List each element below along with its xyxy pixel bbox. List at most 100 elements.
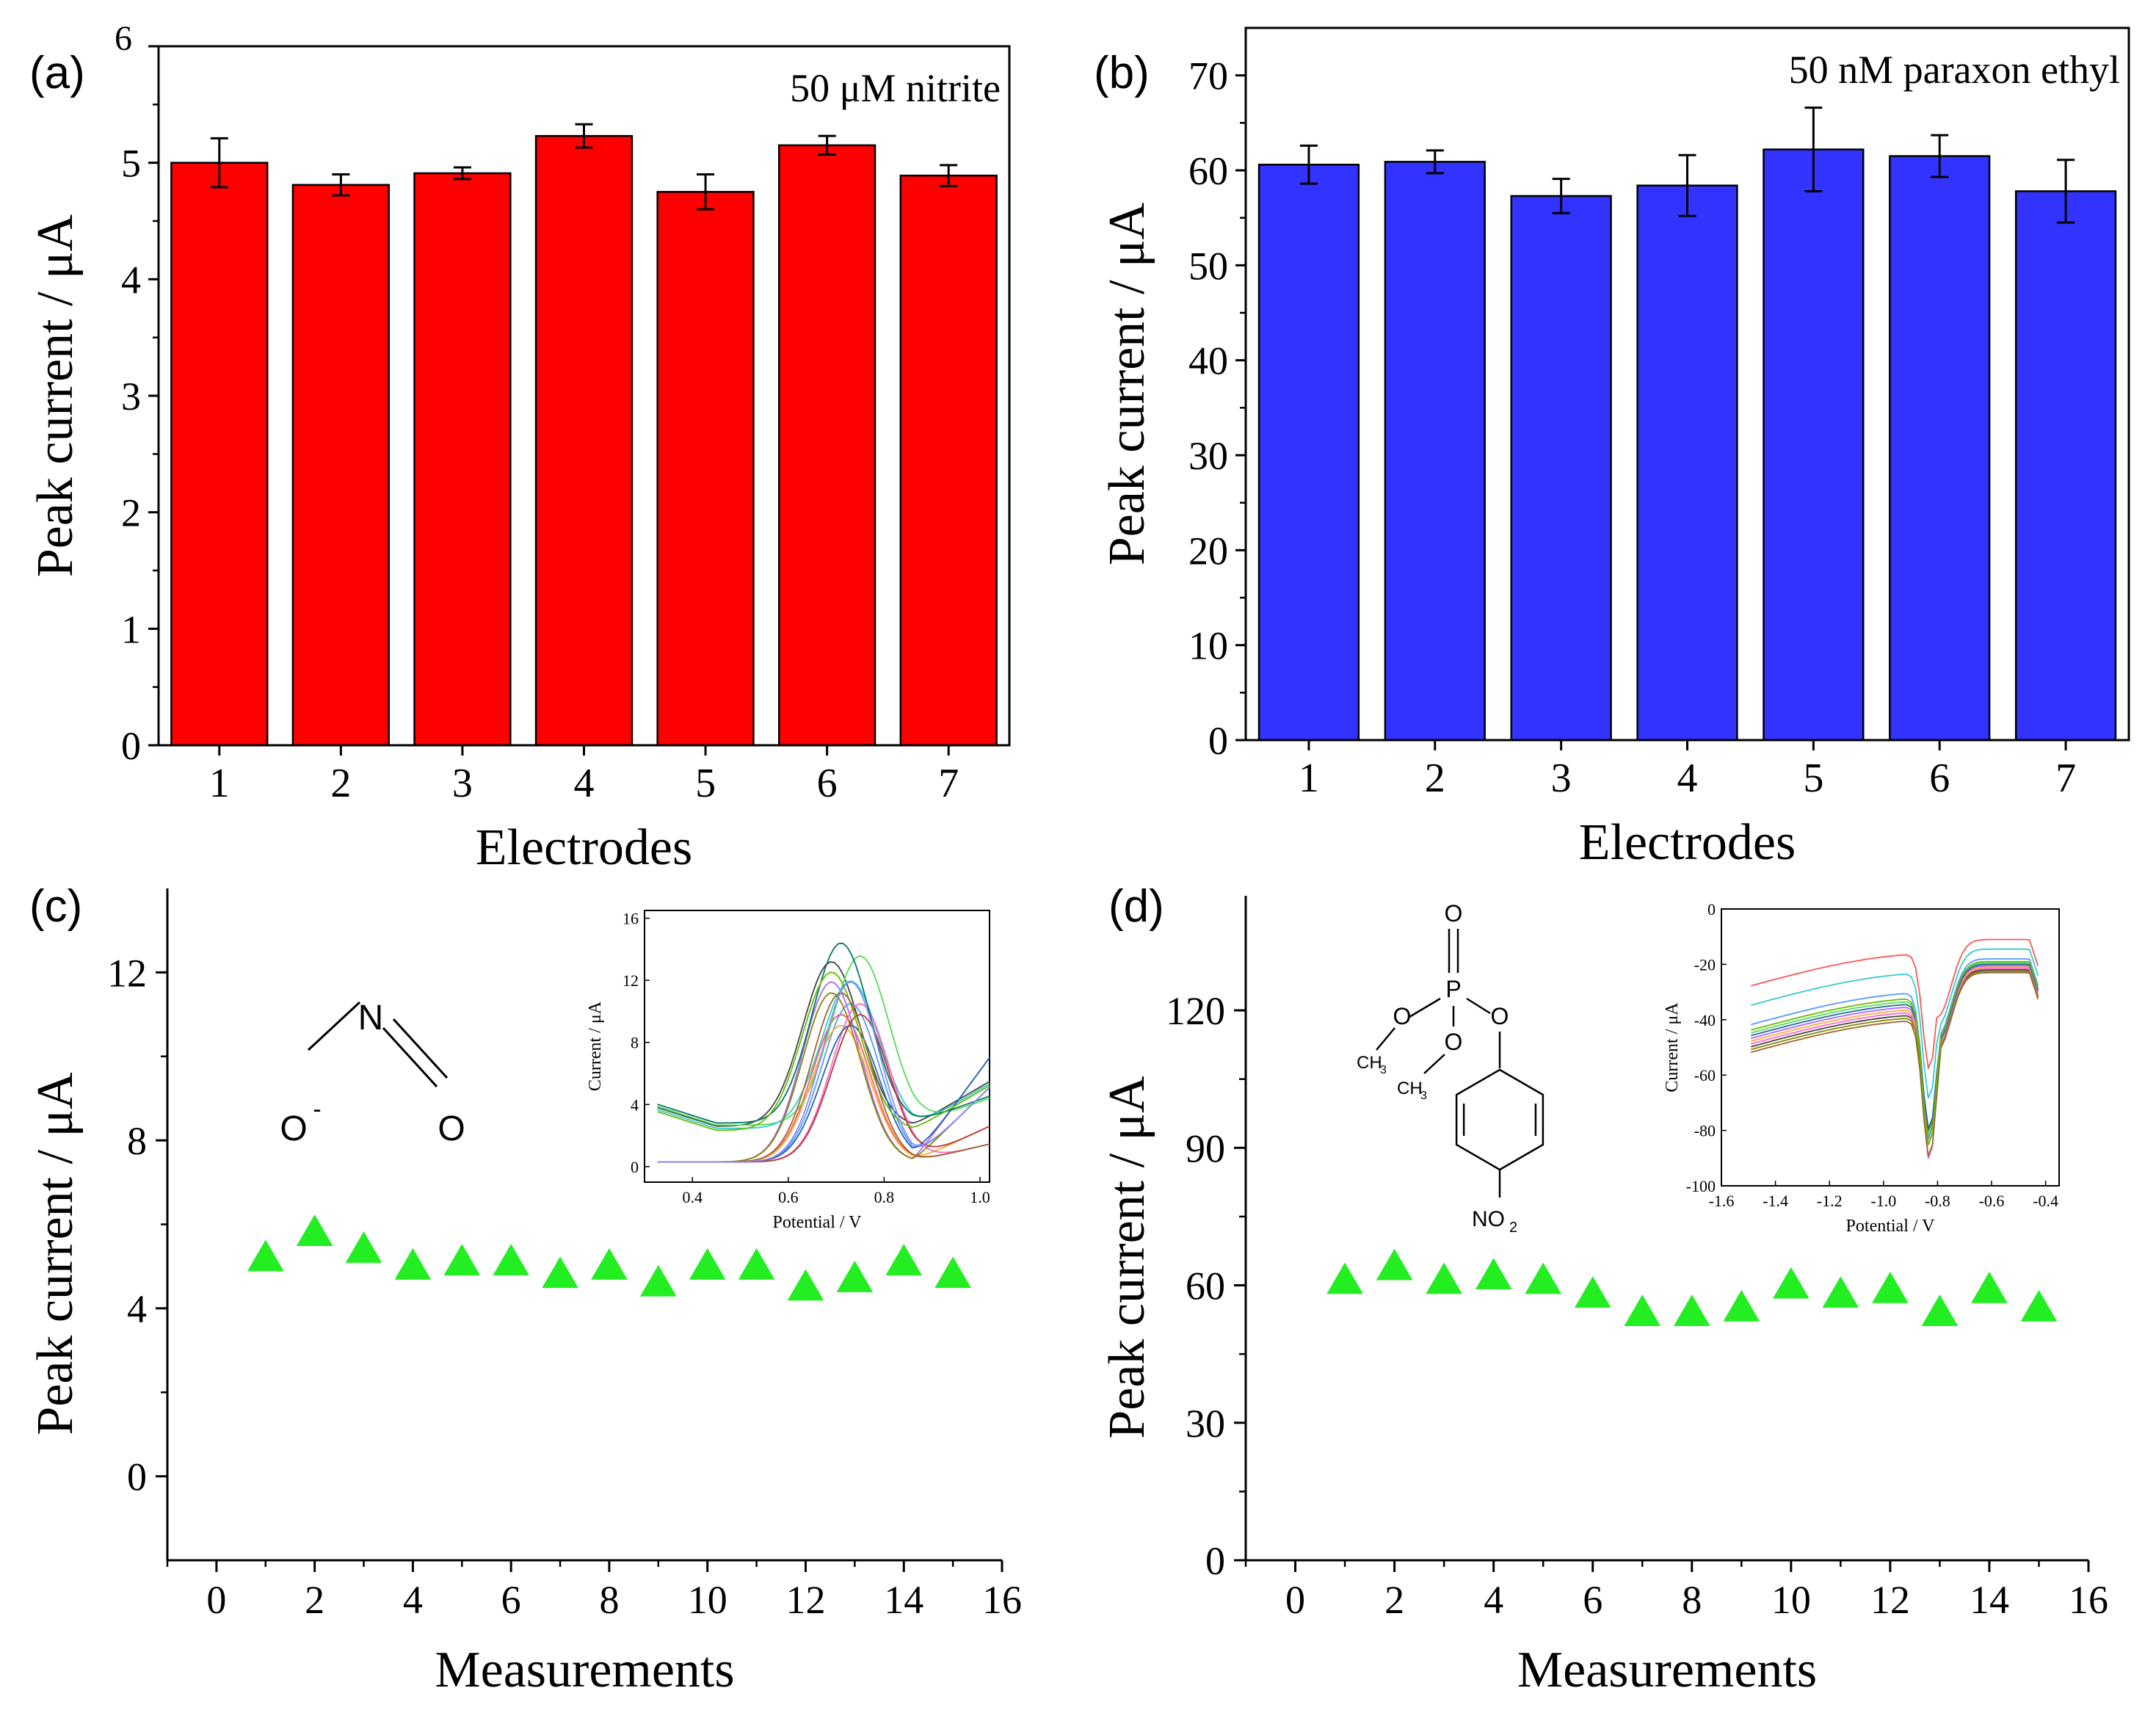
error-bar-7 <box>940 164 958 187</box>
y-tick-label: 4 <box>121 258 141 302</box>
data-point-15 <box>2020 1289 2058 1322</box>
data-point-7 <box>542 1256 578 1289</box>
inset-x-tick-label: -1.4 <box>1763 1192 1788 1210</box>
bond <box>382 1026 438 1088</box>
x-tick-label: 2 <box>1384 1578 1404 1622</box>
inset-series-11 <box>1751 971 2039 1156</box>
panel-d: 0 2 4 6 8 10 12 14 160306090120(d)MeasurementsPe… <box>1099 881 2108 1698</box>
bar-2 <box>1384 161 1486 742</box>
atom-label: O <box>438 1109 465 1148</box>
plot-frame <box>157 45 1011 747</box>
x-tick-label: 0 <box>1285 1578 1305 1622</box>
inset-x-label: Potential / V <box>1846 1217 1936 1236</box>
error-bar-3 <box>453 166 471 181</box>
bar-4 <box>1636 184 1738 742</box>
data-point-5 <box>1525 1262 1561 1294</box>
data-point-12 <box>1872 1271 1909 1303</box>
inset-series-5 <box>1751 969 2039 1131</box>
ch3-label: CH <box>1397 1079 1423 1098</box>
data-point-1 <box>247 1239 284 1272</box>
x-tick-label: 3 <box>452 761 473 806</box>
inset-frame <box>1721 908 2060 1187</box>
data-point-6 <box>1574 1276 1611 1308</box>
y-tick-label: 12 <box>107 951 147 995</box>
data-point-9 <box>640 1264 677 1297</box>
data-point-13 <box>836 1261 874 1292</box>
bar-5 <box>656 191 755 747</box>
x-tick-label: 16 <box>2069 1578 2108 1622</box>
bar-7 <box>899 174 998 747</box>
inset-x-tick-label: 0.8 <box>874 1188 895 1206</box>
y-tick-label: 3 <box>121 374 141 419</box>
bond <box>1423 1054 1445 1074</box>
inset-series-6 <box>1751 965 2039 1132</box>
error-bar-3 <box>1552 178 1570 214</box>
y-axis-label: Peak current / μA <box>1099 202 1155 565</box>
atom-label: O <box>1445 900 1463 927</box>
inset-series-1 <box>1751 938 2039 1071</box>
data-point-11 <box>1822 1276 1859 1308</box>
x-axis-label: Measurements <box>435 1642 734 1698</box>
inset-x-label: Potential / V <box>773 1213 863 1232</box>
bar-3 <box>1510 195 1612 742</box>
inset-y-tick-label: 4 <box>631 1095 639 1114</box>
data-point-12 <box>787 1269 824 1301</box>
atom-label: O <box>1491 1003 1509 1029</box>
inset-series-12 <box>1751 960 2039 1145</box>
bar-5 <box>1763 148 1865 742</box>
inset-y-tick-label: 0 <box>631 1158 639 1176</box>
x-tick-label: 10 <box>1771 1578 1811 1622</box>
inset-series-8 <box>1751 968 2039 1159</box>
x-tick-label: 12 <box>785 1578 825 1622</box>
bar-1 <box>1257 163 1360 742</box>
bar-4 <box>534 134 634 747</box>
x-tick-label: 3 <box>1551 756 1572 801</box>
y-tick-label: 1 <box>121 607 141 651</box>
bond <box>392 1018 449 1079</box>
inset-y-tick-label: -40 <box>1694 1011 1716 1029</box>
data-point-10 <box>689 1247 726 1280</box>
inset-series-7 <box>1751 966 2039 1145</box>
x-tick-label: 7 <box>938 761 959 806</box>
x-tick-label: 2 <box>1425 756 1445 801</box>
inset-d: -1.6 -1.4 -1.2 -1.0 -0.8 -0.6 -0.4 -100 -80 -60 -4… <box>1663 900 2060 1236</box>
x-axis-label: Electrodes <box>1579 814 1796 871</box>
atom-label: N <box>358 999 384 1037</box>
inset-c: 0.4 0.6 0.8 1.0 0 4 8 12 16 Potential / V Current … <box>586 910 990 1232</box>
y-tick-label: 120 <box>1166 989 1225 1033</box>
inset-series-10 <box>1751 963 2039 1129</box>
x-tick-label: 1 <box>1299 756 1319 801</box>
data-point-1 <box>1326 1262 1363 1294</box>
y-tick-label: 30 <box>1186 1402 1225 1446</box>
y-axis-label: Peak current / μA <box>27 214 84 577</box>
inset-y-tick-label: -60 <box>1694 1066 1716 1084</box>
inset-y-tick-label: 8 <box>631 1034 639 1052</box>
ch3-label: CH <box>1357 1053 1382 1073</box>
inset-x-tick-label: -0.8 <box>1925 1192 1950 1210</box>
x-tick-label: 4 <box>574 761 595 806</box>
x-tick-label: 6 <box>1929 756 1950 801</box>
plot-frame <box>1244 26 2130 742</box>
x-tick-label: 2 <box>330 761 351 806</box>
error-bar-7 <box>2057 159 2075 224</box>
bond <box>1376 1027 1395 1051</box>
x-tick-label: 4 <box>1484 1578 1503 1622</box>
error-bar-6 <box>818 134 836 156</box>
y-tick-label: 6 <box>115 19 132 58</box>
bar-6 <box>777 144 876 747</box>
data-point-13 <box>1921 1294 1959 1326</box>
charge-label: - <box>313 1095 321 1123</box>
data-point-3 <box>1426 1262 1462 1294</box>
x-tick-label: 14 <box>884 1578 923 1622</box>
annotation: 50 nM paraxon ethyl <box>1789 48 2120 92</box>
atom-label: O <box>1445 1029 1463 1055</box>
x-tick-label: 2 <box>305 1578 324 1622</box>
data-point-4 <box>1475 1258 1512 1290</box>
inset-series-7 <box>657 980 990 1129</box>
error-bar-1 <box>210 137 228 189</box>
error-bar-4 <box>575 123 593 149</box>
x-tick-label: 6 <box>817 761 838 806</box>
inset-series-13 <box>657 971 990 1131</box>
